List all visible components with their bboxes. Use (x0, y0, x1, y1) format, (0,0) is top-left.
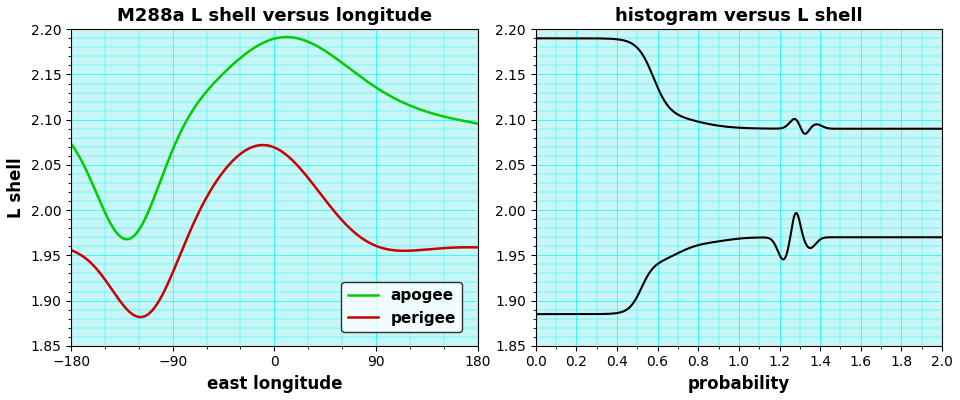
Legend: apogee, perigee: apogee, perigee (342, 282, 462, 332)
apogee (230, 59, 242, 64)
perigee (65, 248, 77, 252)
perigee (472, 245, 484, 250)
apogee (472, 121, 484, 126)
X-axis label: east longitude: east longitude (206, 375, 342, 393)
apogee (391, 97, 402, 102)
apogee (107, 224, 118, 229)
apogee (121, 237, 132, 242)
perigee (230, 155, 242, 160)
perigee (391, 248, 402, 253)
apogee (346, 67, 357, 72)
perigee (134, 315, 146, 320)
apogee (280, 35, 292, 40)
apogee (65, 142, 77, 146)
perigee (257, 143, 269, 148)
perigee (107, 288, 118, 293)
perigee (245, 145, 256, 150)
perigee (383, 247, 395, 252)
Title: histogram versus L shell: histogram versus L shell (615, 7, 863, 25)
apogee (245, 48, 256, 53)
Title: M288a L shell versus longitude: M288a L shell versus longitude (117, 7, 432, 25)
apogee (383, 93, 395, 98)
Line: perigee: perigee (71, 145, 478, 317)
Line: apogee: apogee (71, 37, 478, 239)
perigee (346, 227, 357, 232)
X-axis label: probability: probability (687, 375, 790, 393)
Y-axis label: L shell: L shell (7, 157, 25, 218)
